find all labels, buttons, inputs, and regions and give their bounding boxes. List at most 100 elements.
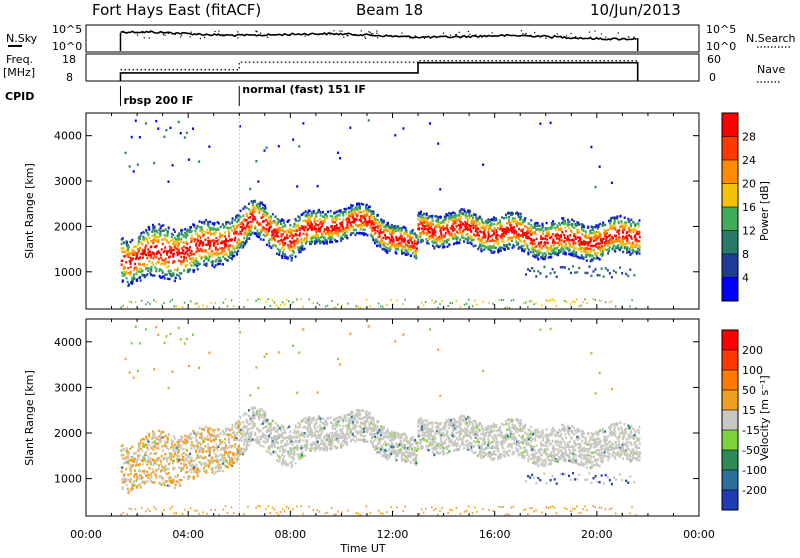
velocity-cell [241,429,244,432]
power-cell [625,234,628,238]
power-cell [455,238,458,241]
power-cell [216,248,219,251]
power-cell [195,263,198,267]
power-cell [450,232,453,235]
power-cell [560,234,563,237]
power-cell [231,220,234,223]
power-cell [534,249,537,253]
power-cell [283,221,286,225]
velocity-cell [205,471,208,474]
velocity-cell [231,451,234,455]
velocity-cell [250,415,253,418]
power-cell [176,269,179,272]
power-cell [280,238,283,242]
power-cell [435,223,438,227]
power-cell [163,259,166,262]
power-cell [132,268,135,271]
velocity-cell [168,452,171,455]
power-cell [196,302,198,305]
power-cell [517,212,520,215]
power-cell [552,243,555,247]
velocity-cell [240,447,243,451]
power-cell [584,271,587,275]
power-cell [268,219,271,223]
power-cell [487,248,490,251]
power-cell [143,275,146,279]
velocity-cell [233,461,236,465]
power-cell [205,243,208,247]
velocity-cell [177,326,180,330]
velocity-cell [165,456,168,460]
power-cell [576,271,579,274]
velocity-cell [148,466,151,470]
velocity-cell [215,458,218,461]
power-cell [125,270,128,274]
power-cell [167,265,170,268]
velocity-cell [272,437,275,441]
power-cell [362,216,365,219]
velocity-cell [184,453,187,457]
velocity-cell [274,451,277,455]
power-cell [159,276,162,279]
power-cell [508,223,511,227]
power-cell [574,271,577,274]
power-cell [594,268,597,271]
power-cell [260,207,263,210]
power-cell [508,243,511,246]
power-cell [571,225,574,228]
velocity-cell [229,458,232,461]
power-cell [405,249,408,252]
power-cell [269,218,272,221]
velocity-cell [256,442,259,445]
power-cell [257,223,260,227]
power-cell [390,231,393,234]
velocity-cell [242,452,245,456]
power-cell [587,234,590,237]
power-cell [138,270,141,273]
power-cell [323,220,326,223]
power-cell [442,241,445,244]
power-cell [126,280,129,284]
power-cell [517,247,520,250]
power-cell [412,244,415,247]
power-cell [202,221,205,225]
velocity-cell [155,436,158,439]
power-cell [501,228,504,231]
power-cell [368,205,371,209]
power-cell [614,246,617,250]
power-cell [420,215,423,219]
velocity-cell [215,443,218,446]
power-cell [242,244,245,248]
velocity-cell [160,469,163,473]
velocity-cell [271,419,274,422]
power-cell [439,216,442,219]
power-cell [454,216,457,219]
power-cell [602,275,605,278]
power-cell [405,230,408,234]
power-cell [233,239,236,242]
power-cell [366,233,369,237]
velocity-cell [262,440,265,443]
velocity-cell [202,436,205,439]
power-cell [509,238,512,241]
power-cell [359,226,362,230]
power-cell [239,225,242,229]
power-cell [590,231,593,235]
power-cell [415,236,418,239]
power-cell [613,216,616,219]
velocity-cell [129,469,132,472]
power-cell [503,244,506,247]
freq-unit: [MHz] [3,66,35,79]
power-cell [172,273,175,277]
power-cell [563,245,566,248]
power-cell [308,209,311,213]
velocity-cell [161,511,163,514]
velocity-cell [198,469,201,472]
power-cell [391,244,394,247]
power-cell [393,245,396,248]
power-cell [302,239,305,243]
velocity-cell [177,449,180,452]
power-cell [574,222,577,226]
power-cell [484,226,487,229]
power-cell [536,228,539,231]
